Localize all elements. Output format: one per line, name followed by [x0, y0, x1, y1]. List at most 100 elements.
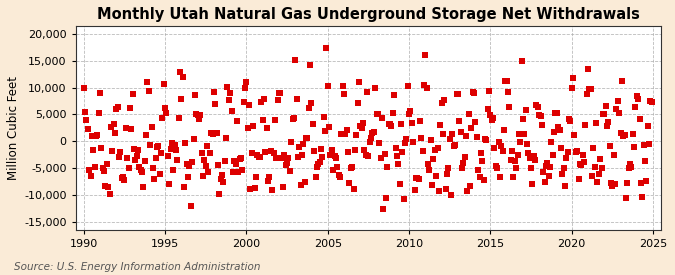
Point [186, 204, 196, 208]
Point [347, 165, 358, 169]
Point [320, 128, 331, 133]
Point [431, 174, 441, 178]
Point [257, 118, 268, 122]
Point [123, 166, 134, 170]
Point [97, 166, 108, 170]
Point [562, 150, 573, 155]
Point [551, 111, 562, 116]
Point [642, 123, 653, 128]
Point [578, 160, 589, 164]
Point [506, 157, 516, 162]
Point [597, 112, 608, 117]
Point [583, 67, 593, 71]
Point [172, 158, 183, 162]
Point [646, 100, 657, 104]
Point [344, 181, 355, 186]
Point [90, 133, 101, 138]
Point [635, 181, 646, 185]
Point [524, 156, 535, 160]
Point [474, 175, 485, 180]
Point [148, 166, 159, 170]
Point [343, 150, 354, 154]
Point [440, 187, 451, 191]
Point [100, 184, 111, 188]
Point [96, 146, 107, 150]
Point [619, 133, 630, 137]
Point [628, 145, 639, 149]
Point [271, 156, 281, 160]
Point [373, 112, 383, 116]
Point [159, 82, 169, 86]
Point [113, 155, 124, 159]
Point [425, 137, 436, 142]
Point [306, 101, 317, 106]
Point [432, 146, 443, 150]
Point [439, 98, 450, 102]
Point [568, 76, 578, 80]
Point [209, 90, 219, 95]
Point [387, 111, 398, 115]
Point [488, 116, 499, 120]
Point [459, 155, 470, 160]
Point [163, 153, 173, 158]
Point [240, 86, 250, 90]
Point [140, 132, 151, 137]
Point [149, 177, 160, 182]
Point [115, 150, 126, 155]
Point [383, 122, 394, 127]
Point [363, 154, 374, 159]
Point [192, 112, 203, 117]
Point [165, 147, 176, 151]
Point [188, 137, 199, 142]
Point [291, 97, 302, 101]
Point [510, 159, 520, 164]
Point [267, 188, 277, 193]
Point [556, 146, 566, 150]
Point [596, 166, 607, 171]
Point [303, 106, 314, 111]
Point [111, 107, 122, 112]
Point [370, 86, 381, 90]
Point [516, 59, 527, 63]
Point [191, 112, 202, 116]
Point [499, 127, 510, 132]
Point [196, 151, 207, 156]
Point [492, 166, 503, 170]
Point [221, 136, 232, 141]
Point [329, 154, 340, 158]
Point [135, 168, 146, 173]
Point [503, 90, 514, 95]
Point [443, 166, 454, 170]
Point [198, 174, 209, 178]
Point [560, 184, 570, 188]
Point [237, 168, 248, 173]
Point [456, 166, 467, 170]
Point [620, 196, 631, 200]
Point [259, 97, 269, 101]
Point [302, 136, 313, 141]
Point [199, 158, 210, 163]
Point [311, 165, 322, 169]
Point [287, 117, 298, 121]
Point [187, 160, 198, 164]
Point [481, 138, 492, 142]
Point [340, 132, 351, 137]
Point [99, 169, 109, 174]
Point [225, 91, 236, 95]
Point [296, 153, 307, 157]
Point [214, 192, 225, 196]
Point [541, 164, 551, 168]
Point [130, 158, 140, 163]
Point [608, 153, 619, 158]
Point [367, 131, 378, 136]
Point [161, 111, 172, 115]
Point [286, 140, 296, 144]
Point [520, 107, 531, 112]
Point [429, 147, 440, 152]
Point [587, 174, 597, 178]
Point [85, 173, 96, 178]
Point [260, 150, 271, 154]
Point [332, 165, 343, 169]
Point [424, 168, 435, 172]
Point [304, 63, 315, 67]
